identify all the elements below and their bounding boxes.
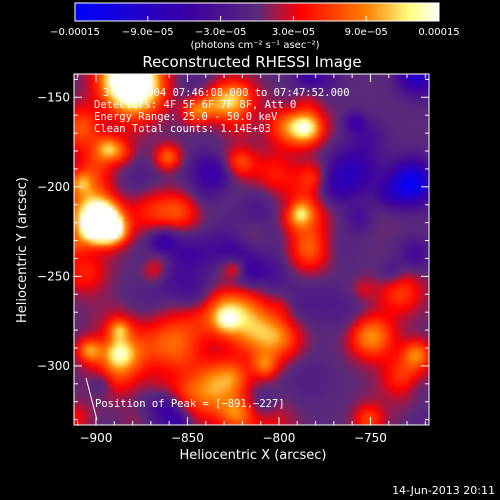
colorbar-tick-label: 3.0e−05 [272,27,315,38]
annotation-peak-position: Position of Peak = [−891,−227] [95,398,285,410]
x-axis-label: Heliocentric X (arcsec) [180,448,327,463]
y-axis-label: Heliocentric Y (arcsec) [15,177,30,323]
x-tick-label: −800 [262,431,295,445]
x-tick-label: −850 [171,431,204,445]
y-tick-label: −200 [37,180,70,194]
colorbar-tick-label: 0.00015 [418,27,459,38]
x-tick-label: −750 [354,431,387,445]
plot-timestamp: 14-Jun-2013 20:11 [392,484,495,497]
peak-pointer-line [85,377,98,421]
annotation-clean: Clean Total counts: 1.14E+03 [94,123,271,135]
y-tick-label: −250 [37,269,70,283]
annotation-time-range: 3-Apr-2004 07:46:08.000 to 07:47:52.000 [103,87,350,99]
heatmap-raster [74,74,429,425]
colorbar-tick-label: −3.0e−05 [195,27,247,38]
annotation-energy: Energy Range: 25.0 - 50.0 keV [94,111,278,123]
colorbar-units-label: (photons cm⁻² s⁻¹ asec⁻²) [190,40,319,51]
y-tick-label: −300 [37,359,70,373]
colorbar-ticks: −0.00015 −9.0e−05 −3.0e−05 3.0e−05 9.0e−05 0.… [50,16,460,38]
heatmap-image [74,74,429,425]
x-tick-label: −900 [79,431,112,445]
axis-ticks: −900 −850 −800 −750 −150 −200 −250 −300 [37,74,429,445]
colorbar [74,2,440,22]
colorbar-tick-label: −9.0e−05 [122,27,174,38]
chart-title: Reconstructed RHESSI Image [142,53,361,71]
annotation-detectors: Detectors: 4F 5F 6F 7F 8F, Att 0 [94,99,296,111]
plot-frame [73,73,430,426]
colorbar-tick-label: −0.00015 [50,27,100,38]
colorbar-tick-label: 9.0e−05 [345,27,388,38]
y-tick-label: −150 [37,90,70,104]
